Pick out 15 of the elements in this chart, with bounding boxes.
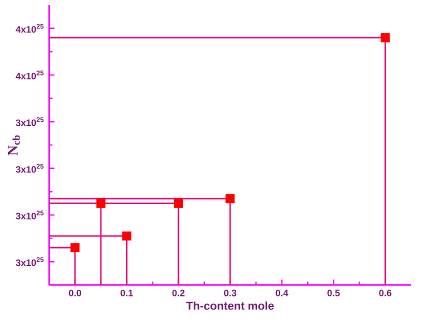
y-axis-title: N$_{cb}$ — [8, 135, 20, 156]
y-tick-label: 3x10$^{25}$ — [16, 164, 44, 173]
x-tick-label: 0.5 — [327, 290, 340, 296]
x-tick-label: 0.3 — [224, 290, 236, 296]
y-tick-label: 4x10$^{25}$ — [16, 70, 44, 80]
y-tick-label: 3x10$^{25}$ — [16, 117, 44, 126]
x-tick-label: 0.0 — [68, 290, 82, 296]
y-tick-label: 4x10$^{25}$ — [16, 24, 44, 33]
x-axis-title: Th-content mole — [186, 301, 274, 310]
x-tick-label: 0.2 — [172, 290, 185, 296]
y-tick-label: 3x10$^{25}$ — [16, 210, 44, 220]
x-tick-label: 0.4 — [276, 290, 288, 296]
x-tick-label: 0.1 — [120, 290, 133, 296]
x-tick-label: 0.6 — [379, 290, 392, 296]
y-tick-label: 3x10$^{25}$ — [16, 257, 44, 266]
